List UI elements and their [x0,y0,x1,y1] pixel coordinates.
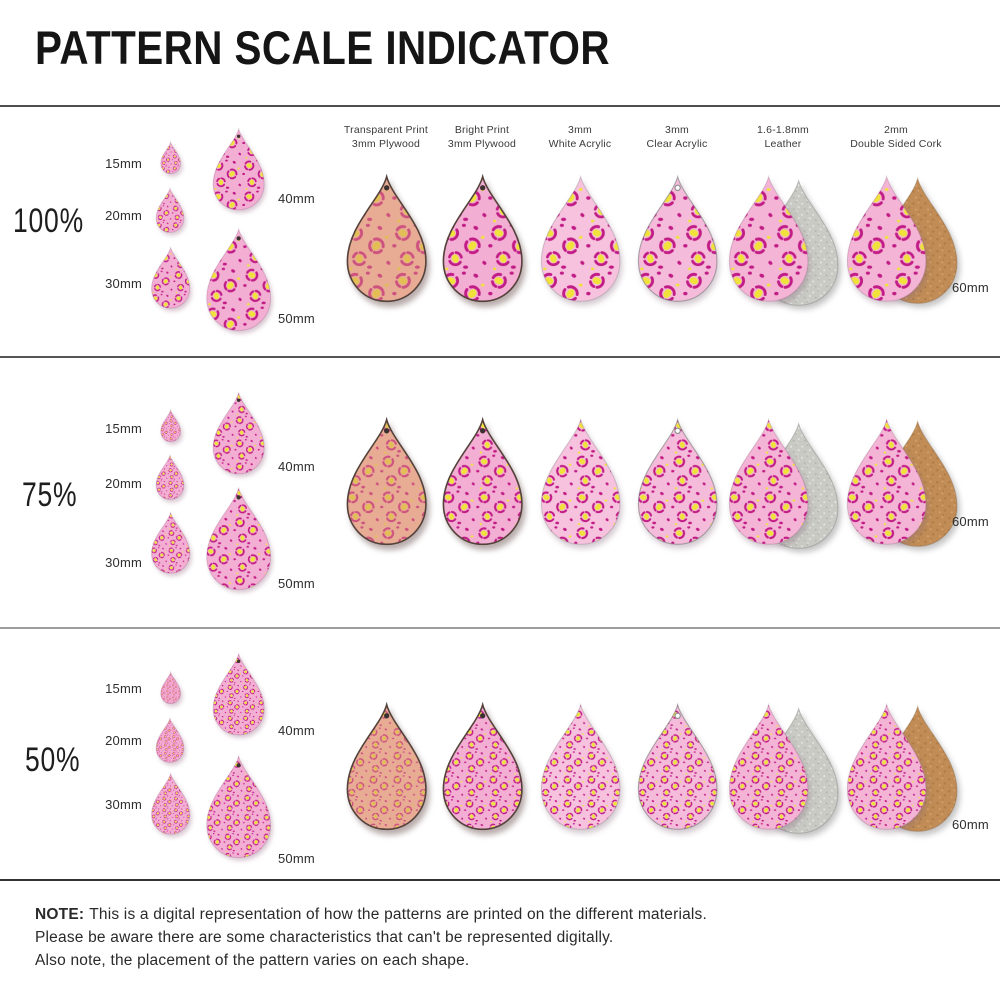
material-header-line1: 3mm [665,124,689,136]
teardrop-clear-acrylic [635,175,720,303]
teardrop-clear-acrylic [635,418,720,546]
teardrop-15mm [160,672,181,704]
material-header-line2: White Acrylic [548,137,612,150]
material-header-line1: 3mm [568,124,592,136]
teardrop-bright-print-plywood [440,175,525,303]
teardrop-30mm [150,773,191,835]
note-text: Also note, the placement of the pattern … [35,952,470,969]
teardrop-leather [726,703,811,831]
page-title: PATTERN SCALE INDICATOR [35,21,611,74]
teardrop-leather [726,175,811,303]
scale-label-75: 75% [22,476,78,514]
teardrop-double-sided-cork [844,175,929,303]
material-header-line2: Double Sided Cork [850,137,942,150]
size-label-15mm: 15mm [105,681,142,696]
teardrop-30mm [150,512,191,574]
note-line: NOTE: This is a digital representation of… [35,903,707,926]
note-text: Please be aware there are some character… [35,929,614,946]
scale-label-100: 100% [13,202,84,240]
teardrop-50mm [204,228,273,332]
material-header-line1: Bright Print [454,124,510,136]
teardrop-30mm [150,247,191,309]
divider [0,105,1000,107]
size-label-50mm: 50mm [278,851,315,866]
scale-row-75: 75% 15mm 20mm 30mm 40mm 50mm [0,357,1000,628]
material-header-line1: 2mm [884,124,908,136]
material-header-line2: Clear Acrylic [646,137,708,150]
material-header-transparent-print-plywood: Transparent Print 3mm Plywood [306,124,466,152]
note-text: This is a digital representation of how … [89,906,708,923]
teardrop-20mm [155,188,185,233]
teardrop-50mm [204,487,273,591]
size-label-40mm: 40mm [278,459,315,474]
teardrop-white-acrylic [538,175,623,303]
teardrop-40mm [211,653,266,736]
teardrop-leather [726,418,811,546]
size-label-50mm: 50mm [278,311,315,326]
size-label-15mm: 15mm [105,421,142,436]
teardrop-transparent-print-plywood [344,703,429,831]
size-label-60mm: 60mm [952,817,989,832]
teardrop-double-sided-cork [844,703,929,831]
material-header-double-sided-cork: 2mm Double Sided Cork [816,124,976,152]
teardrop-transparent-print-plywood [344,175,429,303]
size-label-40mm: 40mm [278,723,315,738]
size-label-50mm: 50mm [278,576,315,591]
divider [0,879,1000,881]
size-label-60mm: 60mm [952,280,989,295]
size-label-20mm: 20mm [105,476,142,491]
material-header-line2: 3mm Plywood [447,137,517,150]
size-label-30mm: 30mm [105,555,142,570]
scale-row-50: 50% 15mm 20mm 30mm 40mm 50mm [0,628,1000,880]
divider [0,627,1000,629]
teardrop-15mm [160,410,181,442]
scale-label-50: 50% [25,741,81,779]
size-label-30mm: 30mm [105,797,142,812]
teardrop-40mm [211,392,266,475]
teardrop-white-acrylic [538,703,623,831]
material-header-white-acrylic: 3mm White Acrylic [500,124,660,152]
material-header-clear-acrylic: 3mm Clear Acrylic [597,124,757,152]
teardrop-transparent-print-plywood [344,418,429,546]
teardrop-20mm [155,455,185,500]
teardrop-15mm [160,142,181,174]
size-label-60mm: 60mm [952,514,989,529]
material-header-line2: Leather [764,137,802,150]
teardrop-bright-print-plywood [440,418,525,546]
teardrop-50mm [204,755,273,859]
teardrop-bright-print-plywood [440,703,525,831]
material-header-line1: Transparent Print [343,124,429,136]
teardrop-20mm [155,718,185,763]
teardrop-40mm [211,128,266,211]
material-header-line2: 3mm Plywood [351,137,421,150]
material-header-leather: 1.6-1.8mm Leather [703,124,863,152]
teardrop-clear-acrylic [635,703,720,831]
material-header-line1: 1.6-1.8mm [757,124,809,136]
size-label-20mm: 20mm [105,733,142,748]
size-label-30mm: 30mm [105,276,142,291]
note: NOTE: This is a digital representation of… [35,903,707,972]
size-label-40mm: 40mm [278,191,315,206]
teardrop-white-acrylic [538,418,623,546]
size-label-20mm: 20mm [105,208,142,223]
material-header-bright-print-plywood: Bright Print 3mm Plywood [402,124,562,152]
size-label-15mm: 15mm [105,156,142,171]
divider [0,356,1000,358]
teardrop-double-sided-cork [844,418,929,546]
scale-row-100: 100% Transparent Print 3mm Plywood Bright P… [0,107,1000,357]
note-heading: NOTE: [35,906,85,923]
